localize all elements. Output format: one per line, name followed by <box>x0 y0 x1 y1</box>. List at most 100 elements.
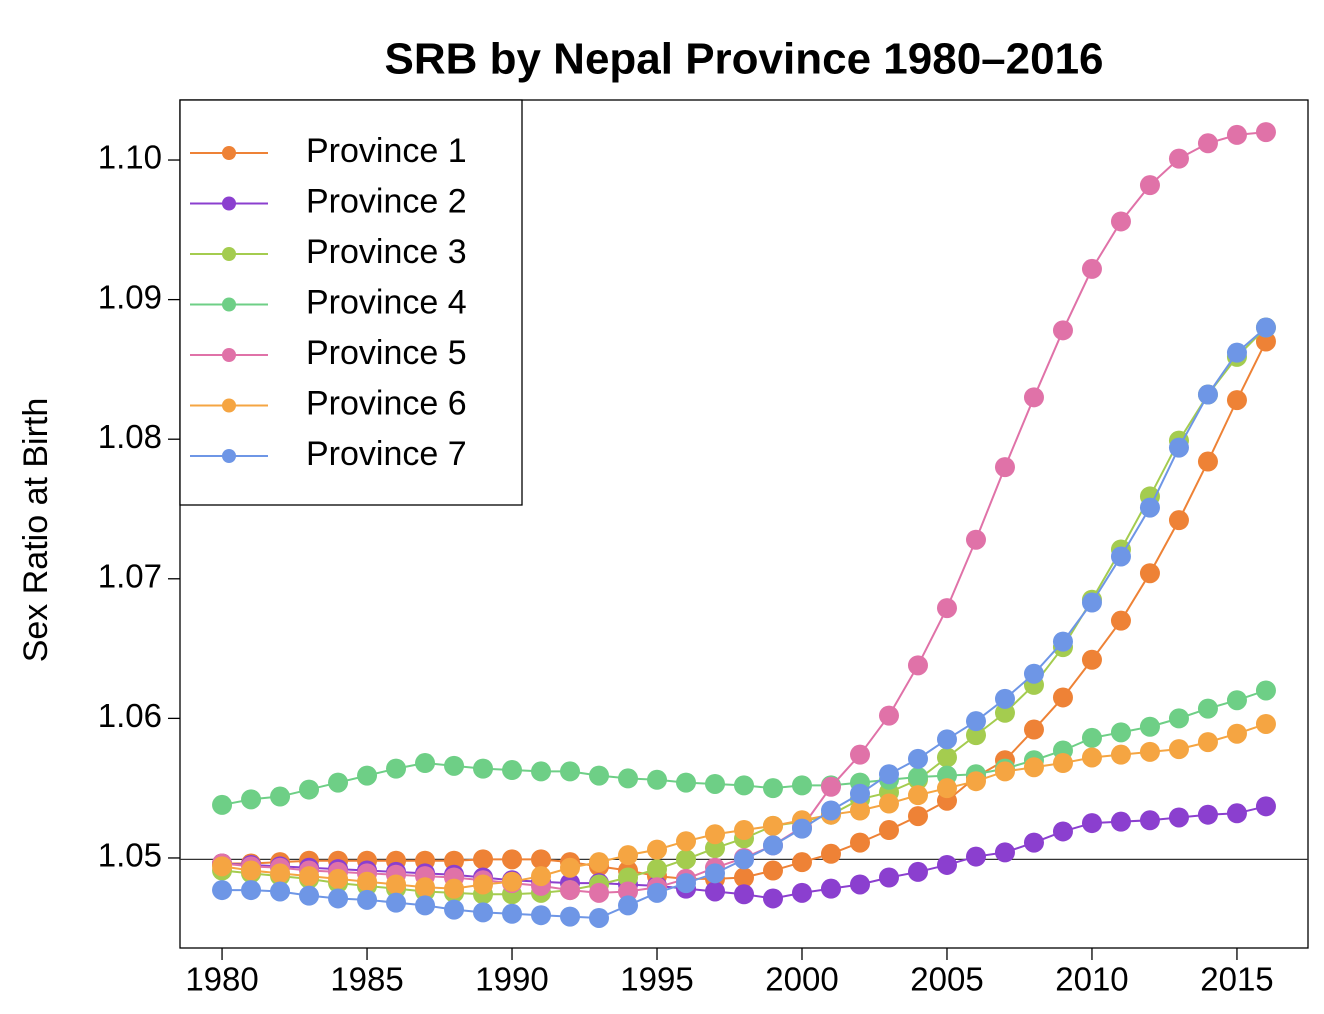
data-point <box>791 775 812 796</box>
data-point <box>994 702 1015 723</box>
data-point <box>1168 807 1189 828</box>
x-tick-label: 2010 <box>1055 961 1128 998</box>
data-point <box>647 859 668 880</box>
data-point <box>1139 716 1160 737</box>
legend-box <box>179 99 523 506</box>
data-point <box>762 835 783 856</box>
y-tick-label: 1.09 <box>98 278 162 315</box>
data-point <box>212 856 233 877</box>
data-point <box>299 866 320 887</box>
data-point <box>1197 698 1218 719</box>
data-point <box>907 748 928 769</box>
data-point <box>415 877 436 898</box>
data-point <box>907 655 928 676</box>
legend-label: Province 6 <box>306 384 467 422</box>
data-point <box>705 881 726 902</box>
data-point <box>676 831 697 852</box>
data-point <box>415 895 436 916</box>
legend: Province 1 Province 2 Province 3 Province 4… <box>179 99 523 506</box>
legend-marker <box>222 398 236 413</box>
data-point <box>618 768 639 789</box>
x-tick-label: 1985 <box>330 961 403 998</box>
data-point <box>560 761 581 782</box>
data-point <box>1197 384 1218 405</box>
data-point <box>647 769 668 790</box>
data-point <box>1110 546 1131 567</box>
data-point <box>560 906 581 927</box>
data-point <box>849 783 870 804</box>
data-point <box>473 902 494 923</box>
data-point <box>820 843 841 864</box>
data-point <box>734 867 754 888</box>
y-tick-label: 1.05 <box>98 837 162 874</box>
data-point <box>705 824 726 845</box>
data-point <box>270 863 291 884</box>
data-point <box>994 688 1015 709</box>
data-point <box>589 882 610 903</box>
data-point <box>1139 810 1160 831</box>
data-point <box>241 880 262 901</box>
data-point <box>1081 727 1102 748</box>
data-point <box>936 747 957 768</box>
data-point <box>502 760 523 781</box>
data-point <box>647 839 668 860</box>
data-point <box>502 871 523 892</box>
data-point <box>357 889 378 910</box>
data-point <box>1110 211 1131 232</box>
series <box>212 317 1276 928</box>
x-tick-label: 1980 <box>185 961 258 998</box>
data-point <box>878 764 899 785</box>
data-point <box>1081 813 1102 834</box>
x-tick-label: 2015 <box>1200 961 1273 998</box>
data-point <box>473 874 494 895</box>
data-point <box>386 874 407 895</box>
data-point <box>878 820 899 841</box>
data-point <box>618 895 639 916</box>
data-point <box>1139 563 1160 584</box>
legend-marker <box>222 348 236 362</box>
data-point <box>734 775 754 796</box>
data-point <box>1255 317 1276 338</box>
data-point <box>328 868 349 889</box>
data-point <box>907 806 928 827</box>
data-point <box>1081 258 1102 279</box>
y-tick-label: 1.10 <box>98 139 162 176</box>
data-point <box>299 885 320 906</box>
legend-marker <box>222 196 236 211</box>
data-point <box>1255 796 1276 817</box>
data-point <box>994 842 1015 863</box>
data-point <box>1226 124 1247 145</box>
data-point <box>560 880 581 901</box>
data-point <box>589 765 610 786</box>
data-point <box>1226 390 1247 411</box>
data-point <box>936 598 957 619</box>
data-point <box>1197 804 1218 825</box>
data-point <box>705 838 726 859</box>
data-point <box>1226 723 1247 744</box>
data-point <box>676 849 697 870</box>
data-point <box>1168 148 1189 169</box>
data-point <box>1139 175 1160 196</box>
data-point <box>502 903 523 924</box>
legend-label: Province 7 <box>306 435 467 473</box>
data-point <box>1110 744 1131 765</box>
data-point <box>994 761 1015 782</box>
data-point <box>965 711 986 732</box>
data-point <box>531 761 552 782</box>
y-tick-label: 1.07 <box>98 558 162 595</box>
data-point <box>936 729 957 750</box>
data-point <box>1023 663 1044 684</box>
data-point <box>560 857 581 878</box>
data-point <box>1052 320 1073 341</box>
data-point <box>1226 803 1247 824</box>
data-point <box>878 793 899 814</box>
data-point <box>1023 719 1044 740</box>
data-point <box>473 758 494 779</box>
x-tick-label: 2000 <box>765 961 838 998</box>
y-axis-label: Sex Ratio at Birth <box>17 398 55 663</box>
data-point <box>1168 739 1189 760</box>
data-point <box>965 725 986 746</box>
data-point <box>1168 510 1189 531</box>
data-point <box>705 863 726 884</box>
data-point <box>820 800 841 821</box>
